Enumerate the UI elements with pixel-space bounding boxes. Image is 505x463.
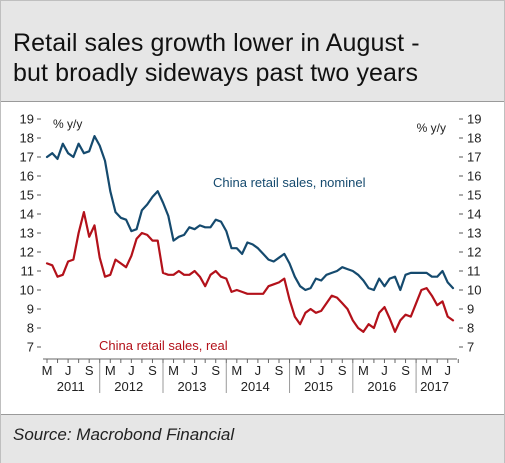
x-year-label: 2015 xyxy=(304,379,333,394)
x-month-label: J xyxy=(191,363,198,378)
x-month-label: M xyxy=(42,363,53,378)
y-tick-label-right: 8 xyxy=(467,321,474,336)
series-label-nominal: China retail sales, nominel xyxy=(213,175,366,190)
y-tick-label-left: 18 xyxy=(20,131,34,146)
x-month-label: J xyxy=(65,363,72,378)
y-tick-label-right: 12 xyxy=(467,245,481,260)
y-tick-label-left: 19 xyxy=(20,112,34,127)
x-month-label: J xyxy=(318,363,325,378)
axes-layer: 7 7 8 8 9 9 10 10 11 11 12 12 13 13 14 14 15 15 16 16 17 17 18… xyxy=(20,112,482,395)
series-label-real: China retail sales, real xyxy=(99,338,228,353)
x-month-label: S xyxy=(275,363,284,378)
series-line-real xyxy=(45,211,455,333)
y-tick-label-left: 17 xyxy=(20,150,34,165)
x-month-label: J xyxy=(381,363,388,378)
x-month-label: J xyxy=(128,363,135,378)
y-tick-label-left: 13 xyxy=(20,226,34,241)
x-year-label: 2014 xyxy=(241,379,270,394)
y-tick-label-left: 15 xyxy=(20,188,34,203)
x-year-label: 2011 xyxy=(57,379,85,394)
y-tick-label-right: 10 xyxy=(467,283,481,298)
y-tick-label-right: 19 xyxy=(467,112,481,127)
x-month-label: M xyxy=(231,363,242,378)
y-tick-label-left: 12 xyxy=(20,245,34,260)
y-axis-unit-left: % y/y xyxy=(53,117,82,131)
line-chart: 7 7 8 8 9 9 10 10 11 11 12 12 13 13 14 14 15 15 16 16 17 17 18… xyxy=(20,112,482,395)
x-month-label: S xyxy=(148,363,157,378)
y-axis-unit-right: % y/y xyxy=(417,121,446,135)
x-month-label: M xyxy=(295,363,306,378)
series-line-nominal xyxy=(45,135,455,292)
x-month-label: S xyxy=(338,363,347,378)
x-year-label: 2013 xyxy=(178,379,207,394)
title-block: Retail sales growth lower in August - bu… xyxy=(1,1,504,102)
y-tick-label-right: 18 xyxy=(467,131,481,146)
y-tick-label-right: 16 xyxy=(467,169,481,184)
x-month-label: S xyxy=(85,363,94,378)
y-tick-label-left: 10 xyxy=(20,283,34,298)
x-year-label: 2016 xyxy=(367,379,396,394)
x-month-label: M xyxy=(105,363,116,378)
x-month-label: M xyxy=(168,363,179,378)
chart-title-line-1: Retail sales growth lower in August - xyxy=(13,29,420,57)
y-tick-label-left: 11 xyxy=(21,264,35,279)
y-tick-label-left: 9 xyxy=(27,302,34,317)
x-month-label: S xyxy=(401,363,410,378)
series-layer xyxy=(45,135,455,333)
labels-layer: % y/y % y/y China retail sales, nominel … xyxy=(53,117,446,353)
x-year-label: 2017 xyxy=(420,379,449,394)
x-month-label: M xyxy=(358,363,369,378)
x-month-label: J xyxy=(444,363,451,378)
x-month-label: J xyxy=(255,363,262,378)
x-year-label: 2012 xyxy=(114,379,143,394)
y-tick-label-right: 15 xyxy=(467,188,481,203)
y-tick-label-left: 16 xyxy=(20,169,34,184)
x-month-label: M xyxy=(421,363,432,378)
source-note: Source: Macrobond Financial xyxy=(13,425,235,444)
y-tick-label-right: 11 xyxy=(467,264,481,279)
y-tick-label-right: 14 xyxy=(467,207,481,222)
chart-title-line-2: but broadly sideways past two years xyxy=(13,59,419,87)
y-tick-label-left: 14 xyxy=(20,207,34,222)
y-tick-label-left: 7 xyxy=(27,340,34,355)
x-month-label: S xyxy=(211,363,220,378)
y-tick-label-right: 17 xyxy=(467,150,481,165)
y-tick-label-left: 8 xyxy=(27,321,34,336)
y-tick-label-right: 9 xyxy=(467,302,474,317)
footer: Source: Macrobond Financial xyxy=(1,414,504,463)
y-tick-label-right: 13 xyxy=(467,226,481,241)
y-tick-label-right: 7 xyxy=(467,340,474,355)
